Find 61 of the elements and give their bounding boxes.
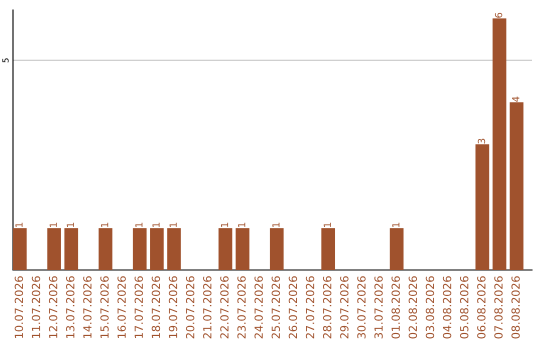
- x-tick-label: 19.07.2026: [168, 276, 178, 338]
- data-label: 1: [15, 222, 23, 227]
- x-tick-label: 12.07.2026: [48, 276, 58, 338]
- x-tick-label: 10.07.2026: [14, 276, 24, 338]
- data-label: 1: [324, 222, 331, 227]
- x-tick-label: 30.07.2026: [357, 276, 366, 338]
- x-tick-label: 06.08.2026: [477, 276, 486, 338]
- bar: [98, 228, 112, 270]
- x-tick-label: 28.07.2026: [322, 276, 332, 338]
- x-tick-label: 27.07.2026: [306, 276, 314, 338]
- x-tick-label: 13.07.2026: [66, 276, 74, 338]
- x-tick-label: 25.07.2026: [272, 276, 280, 338]
- data-label: 1: [101, 222, 108, 227]
- data-label: 1: [66, 222, 74, 227]
- x-tick-label: 14.07.2026: [83, 276, 92, 338]
- data-label: 1: [220, 222, 228, 227]
- bar: [47, 228, 61, 270]
- x-tick-label: 20.07.2026: [186, 276, 194, 338]
- bar: [132, 228, 147, 270]
- x-tick-label: 24.07.2026: [254, 276, 263, 338]
- x-tick-label: 22.07.2026: [220, 276, 229, 338]
- x-tick-label: 08.08.2026: [511, 276, 520, 338]
- bar: [510, 102, 524, 270]
- data-label: 1: [152, 222, 160, 227]
- data-label: 1: [238, 222, 246, 227]
- data-label: 4: [512, 96, 520, 102]
- x-tick-label: 07.08.2026: [494, 276, 503, 338]
- bar: [13, 228, 27, 270]
- bar: [167, 228, 181, 270]
- data-label: 1: [135, 222, 142, 227]
- data-label: 1: [272, 222, 280, 227]
- data-label: 1: [50, 222, 57, 227]
- data-label: 1: [170, 222, 177, 227]
- bar: [475, 144, 490, 270]
- bar: [390, 228, 404, 270]
- x-tick-label: 05.08.2026: [460, 276, 468, 338]
- x-tick-label: 26.07.2026: [288, 276, 298, 338]
- x-tick-label: 21.07.2026: [203, 276, 212, 338]
- bar: [270, 228, 284, 270]
- x-tick-label: 16.07.2026: [117, 276, 126, 338]
- bar: [64, 228, 78, 270]
- x-tick-label: 04.08.2026: [442, 276, 452, 338]
- bar: [492, 18, 506, 270]
- bar: [321, 228, 336, 270]
- x-tick-label: 23.07.2026: [237, 276, 246, 338]
- x-tick-label: 29.07.2026: [340, 276, 349, 338]
- bar: [150, 228, 164, 270]
- y-tick-label: 5: [2, 58, 9, 62]
- data-label: 1: [392, 222, 400, 227]
- x-tick-label: 11.07.2026: [32, 276, 40, 338]
- data-label: 3: [478, 138, 486, 144]
- x-tick-label: 01.08.2026: [392, 276, 400, 338]
- x-tick-label: 18.07.2026: [152, 276, 160, 338]
- bar: [218, 228, 232, 270]
- x-tick-label: 17.07.2026: [134, 276, 143, 338]
- x-tick-label: 02.08.2026: [408, 276, 418, 338]
- x-tick-label: 03.08.2026: [426, 276, 434, 338]
- data-label: 6: [494, 12, 502, 18]
- x-tick-label: 15.07.2026: [100, 276, 109, 338]
- x-tick-label: 31.07.2026: [374, 276, 383, 338]
- bar: [236, 228, 250, 270]
